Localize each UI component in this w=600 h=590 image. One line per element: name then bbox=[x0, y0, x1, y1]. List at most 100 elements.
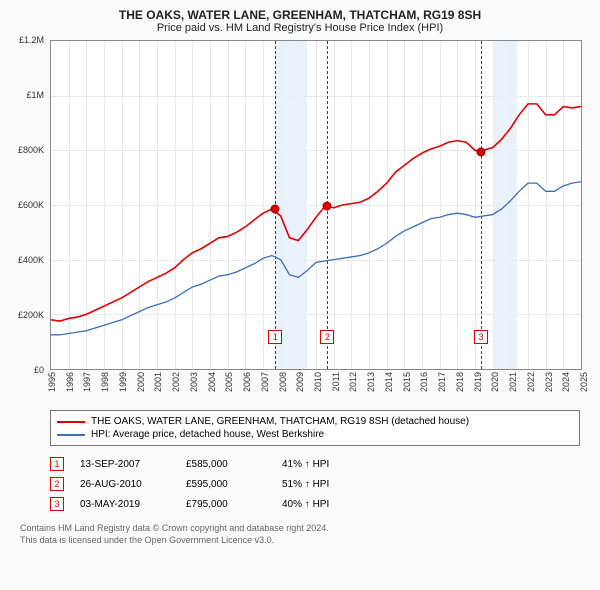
legend-label: THE OAKS, WATER LANE, GREENHAM, THATCHAM… bbox=[91, 416, 469, 427]
gridline-v bbox=[369, 41, 370, 369]
x-tick-label: 1998 bbox=[100, 372, 110, 392]
event-row: 2 26-AUG-2010 £595,000 51% ↑ HPI bbox=[50, 474, 580, 494]
x-tick-label: 2024 bbox=[561, 372, 571, 392]
x-tick-label: 1997 bbox=[82, 372, 92, 392]
event-number: 2 bbox=[50, 477, 64, 491]
gridline-v bbox=[334, 41, 335, 369]
legend-swatch bbox=[57, 421, 85, 423]
x-axis: 1995 1996 1997 1998 1999 2000 2001 2002 2003 2004… bbox=[50, 370, 582, 404]
title-main: THE OAKS, WATER LANE, GREENHAM, THATCHAM… bbox=[10, 8, 590, 22]
x-tick-label: 2006 bbox=[242, 372, 252, 392]
x-tick-label: 1995 bbox=[47, 372, 57, 392]
gridline-v bbox=[192, 41, 193, 369]
gridline-v bbox=[228, 41, 229, 369]
footer-line-1: Contains HM Land Registry data © Crown c… bbox=[20, 522, 580, 534]
event-marker-label: 2 bbox=[320, 330, 334, 344]
y-tick-label: £800K bbox=[18, 145, 44, 155]
recession-band bbox=[275, 41, 307, 369]
recession-band bbox=[494, 41, 517, 369]
x-tick-label: 2018 bbox=[455, 372, 465, 392]
event-price: £585,000 bbox=[186, 459, 266, 470]
gridline-v bbox=[69, 41, 70, 369]
gridline-v bbox=[387, 41, 388, 369]
x-tick-label: 2009 bbox=[295, 372, 305, 392]
events-table: 1 13-SEP-2007 £585,000 41% ↑ HPI 2 26-AUG-201… bbox=[50, 454, 580, 514]
legend-swatch bbox=[57, 434, 85, 436]
y-axis: £0£200K£400K£600K£800K£1M£1.2M bbox=[10, 40, 46, 370]
event-date: 13-SEP-2007 bbox=[80, 459, 170, 470]
x-tick-label: 2004 bbox=[207, 372, 217, 392]
x-tick-label: 2023 bbox=[544, 372, 554, 392]
event-hpi: 40% ↑ HPI bbox=[282, 499, 329, 510]
event-marker-dot bbox=[323, 202, 332, 211]
x-tick-label: 2002 bbox=[171, 372, 181, 392]
footer-line-2: This data is licensed under the Open Gov… bbox=[20, 534, 580, 546]
x-tick-label: 2020 bbox=[490, 372, 500, 392]
gridline-v bbox=[263, 41, 264, 369]
y-tick-label: £600K bbox=[18, 200, 44, 210]
x-tick-label: 2008 bbox=[278, 372, 288, 392]
legend: THE OAKS, WATER LANE, GREENHAM, THATCHAM… bbox=[50, 410, 580, 446]
event-marker-label: 3 bbox=[474, 330, 488, 344]
x-tick-label: 2003 bbox=[189, 372, 199, 392]
y-tick-label: £200K bbox=[18, 310, 44, 320]
gridline-v bbox=[245, 41, 246, 369]
footer-attribution: Contains HM Land Registry data © Crown c… bbox=[20, 522, 580, 546]
event-hpi: 41% ↑ HPI bbox=[282, 459, 329, 470]
y-tick-label: £1M bbox=[26, 90, 44, 100]
x-tick-label: 2016 bbox=[419, 372, 429, 392]
gridline-v bbox=[316, 41, 317, 369]
chart-area: £0£200K£400K£600K£800K£1M£1.2M 123 19951… bbox=[50, 40, 582, 370]
event-date: 26-AUG-2010 bbox=[80, 479, 170, 490]
x-tick-label: 2001 bbox=[153, 372, 163, 392]
title-sub: Price paid vs. HM Land Registry's House … bbox=[10, 22, 590, 34]
y-tick-label: £1.2M bbox=[19, 35, 44, 45]
gridline-v bbox=[210, 41, 211, 369]
gridline-v bbox=[528, 41, 529, 369]
plot-area: 1 2 3 bbox=[50, 40, 582, 370]
gridline-v bbox=[563, 41, 564, 369]
x-tick-label: 2013 bbox=[366, 372, 376, 392]
x-tick-label: 2025 bbox=[579, 372, 589, 392]
event-marker-dot bbox=[477, 147, 486, 156]
chart-container: THE OAKS, WATER LANE, GREENHAM, THATCHAM… bbox=[0, 0, 600, 554]
x-tick-label: 2005 bbox=[224, 372, 234, 392]
gridline-v bbox=[440, 41, 441, 369]
event-row: 1 13-SEP-2007 £585,000 41% ↑ HPI bbox=[50, 454, 580, 474]
event-number: 1 bbox=[50, 457, 64, 471]
gridline-v bbox=[157, 41, 158, 369]
event-marker-dot bbox=[271, 205, 280, 214]
legend-label: HPI: Average price, detached house, West… bbox=[91, 429, 324, 440]
gridline-v bbox=[422, 41, 423, 369]
legend-row: HPI: Average price, detached house, West… bbox=[57, 428, 573, 441]
event-marker-label: 1 bbox=[268, 330, 282, 344]
event-price: £595,000 bbox=[186, 479, 266, 490]
gridline-v bbox=[86, 41, 87, 369]
x-tick-label: 2000 bbox=[136, 372, 146, 392]
x-tick-label: 2017 bbox=[437, 372, 447, 392]
gridline-v bbox=[175, 41, 176, 369]
event-price: £795,000 bbox=[186, 499, 266, 510]
gridline-v bbox=[351, 41, 352, 369]
x-tick-label: 2022 bbox=[526, 372, 536, 392]
gridline-v bbox=[104, 41, 105, 369]
gridline-v bbox=[122, 41, 123, 369]
gridline-v bbox=[546, 41, 547, 369]
x-tick-label: 2012 bbox=[348, 372, 358, 392]
y-tick-label: £400K bbox=[18, 255, 44, 265]
x-tick-label: 2011 bbox=[331, 372, 341, 391]
x-tick-label: 1996 bbox=[65, 372, 75, 392]
x-tick-label: 2021 bbox=[508, 372, 518, 392]
x-tick-label: 2019 bbox=[473, 372, 483, 392]
gridline-v bbox=[475, 41, 476, 369]
event-hpi: 51% ↑ HPI bbox=[282, 479, 329, 490]
event-date: 03-MAY-2019 bbox=[80, 499, 170, 510]
gridline-v bbox=[139, 41, 140, 369]
legend-row: THE OAKS, WATER LANE, GREENHAM, THATCHAM… bbox=[57, 415, 573, 428]
gridline-v bbox=[457, 41, 458, 369]
x-tick-label: 2007 bbox=[260, 372, 270, 392]
gridline-v bbox=[404, 41, 405, 369]
x-tick-label: 1999 bbox=[118, 372, 128, 392]
event-number: 3 bbox=[50, 497, 64, 511]
title-block: THE OAKS, WATER LANE, GREENHAM, THATCHAM… bbox=[10, 8, 590, 34]
